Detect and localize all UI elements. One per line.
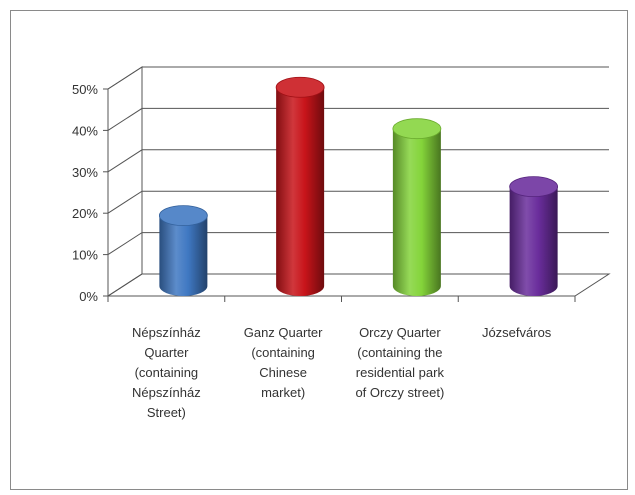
- y-tick-label: 0%: [79, 289, 98, 304]
- bar-1: [275, 76, 325, 296]
- bar-top: [275, 76, 325, 98]
- gridline: [107, 190, 609, 214]
- bar-body: [159, 215, 208, 296]
- bar-3: [509, 176, 559, 296]
- bar-body: [509, 186, 558, 296]
- grid-layer: [106, 66, 611, 297]
- gridline: [107, 66, 609, 90]
- gridline: [107, 232, 609, 256]
- bar-body: [276, 87, 325, 296]
- y-tick-label: 30%: [72, 165, 98, 180]
- chart-frame: 0% 10% 20% 30% 40% 50% Népszínház Quarter (co…: [10, 10, 628, 490]
- bar-top: [509, 176, 559, 198]
- bar-top: [392, 118, 442, 140]
- x-category-label: Ganz Quarter (containing Chinese market): [243, 325, 323, 400]
- bar-2: [392, 118, 442, 296]
- chart-plot: 0% 10% 20% 30% 40% 50%: [72, 66, 611, 304]
- y-tick-label: 50%: [72, 82, 98, 97]
- y-tick-label: 20%: [72, 206, 98, 221]
- bar-0: [158, 205, 208, 296]
- bar-top: [158, 205, 208, 227]
- gridline: [107, 149, 609, 173]
- bar-body: [392, 128, 441, 296]
- y-tick-label: 10%: [72, 248, 98, 263]
- gridline: [107, 107, 609, 131]
- x-category-label: Orczy Quarter (containing the residentia…: [355, 325, 445, 400]
- bar-layer: [158, 76, 559, 296]
- y-tick-label: 40%: [72, 123, 98, 138]
- axis-layer: 0% 10% 20% 30% 40% 50%: [72, 82, 576, 304]
- x-category-label: Józsefváros: [481, 325, 552, 340]
- x-category-label: Népszínház Quarter (containing Népszínhá…: [132, 325, 201, 420]
- chart-left-wall: [107, 66, 143, 297]
